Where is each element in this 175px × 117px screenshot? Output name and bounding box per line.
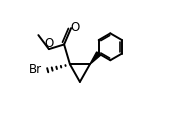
Text: O: O bbox=[70, 21, 79, 34]
Text: O: O bbox=[44, 37, 54, 50]
Text: Br: Br bbox=[29, 63, 42, 76]
Polygon shape bbox=[90, 52, 101, 64]
